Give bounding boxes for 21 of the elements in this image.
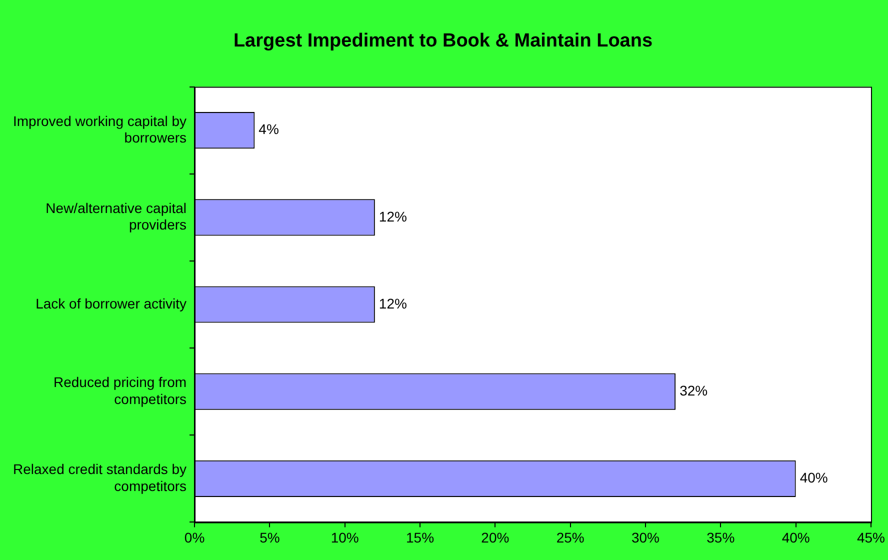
data-label: 12% bbox=[378, 295, 407, 312]
x-tick-label: 5% bbox=[260, 529, 280, 546]
y-tick-label: Lack of borrower activity bbox=[36, 295, 187, 312]
chart-title: Largest Impediment to Book & Maintain Loans bbox=[233, 30, 653, 52]
x-tick-label: 0% bbox=[184, 529, 205, 546]
y-tick-label: Relaxed credit standards by competitors bbox=[12, 461, 187, 494]
data-label: 32% bbox=[680, 382, 708, 398]
x-tick-label: 25% bbox=[556, 529, 584, 546]
x-tick-label: 40% bbox=[782, 529, 810, 546]
y-tick-label: New/alternative capital providers bbox=[46, 200, 187, 233]
y-tick-label: Reduced pricing from competitors bbox=[53, 374, 187, 407]
x-tick-label: 10% bbox=[330, 529, 359, 546]
data-label: 12% bbox=[378, 208, 407, 224]
x-tick-label: 45% bbox=[856, 529, 886, 546]
data-label: 4% bbox=[258, 121, 279, 138]
x-tick-label: 20% bbox=[481, 529, 510, 546]
data-label: 40% bbox=[800, 470, 828, 486]
y-tick-label: Improved working capital by borrowers bbox=[13, 112, 187, 146]
x-tick-label: 30% bbox=[631, 529, 660, 546]
x-tick-label: 15% bbox=[406, 529, 434, 546]
x-tick-label: 35% bbox=[706, 529, 735, 546]
